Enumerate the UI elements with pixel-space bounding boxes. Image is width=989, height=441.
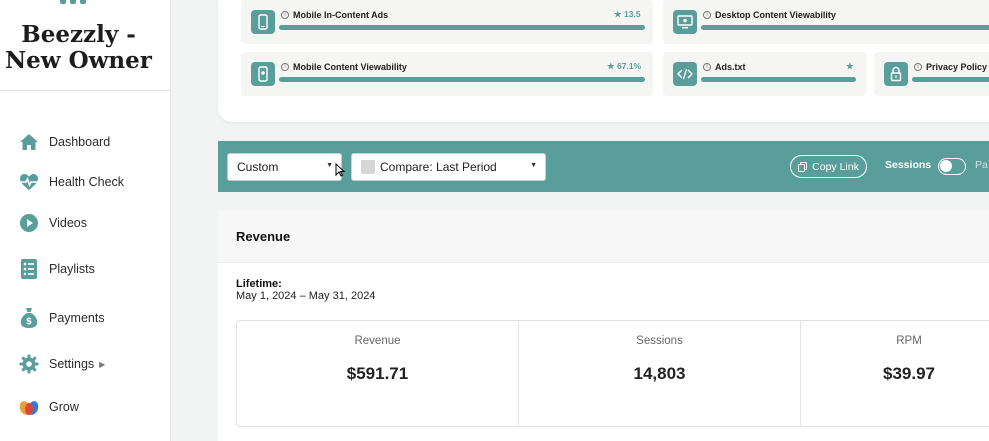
toggle-knob bbox=[940, 160, 952, 172]
lock-icon bbox=[884, 62, 908, 86]
tile-score: ★ 13.5 bbox=[614, 9, 641, 19]
lifetime-label: Lifetime: bbox=[236, 278, 282, 290]
stats-panel: Revenue $591.71 Sessions 14,803 RPM $39.… bbox=[236, 320, 989, 427]
sidebar-item-label: Dashboard bbox=[49, 135, 111, 149]
money-bag-icon: $ bbox=[18, 307, 40, 329]
logo-mark bbox=[60, 0, 90, 4]
score-bar bbox=[701, 77, 856, 82]
color-swatch bbox=[361, 160, 375, 174]
health-tile-mobile-in-content-ads[interactable]: i Mobile In-Content Ads ★ 13.5 bbox=[241, 0, 653, 44]
sidebar-item-dashboard[interactable]: Dashboard bbox=[18, 130, 110, 154]
sidebar-item-payments[interactable]: $ Payments bbox=[18, 306, 105, 330]
sidebar-item-videos[interactable]: Videos bbox=[18, 211, 87, 235]
date-range-text: May 1, 2024 – May 31, 2024 bbox=[236, 290, 376, 302]
dropdown-arrow-icon: ▼ bbox=[326, 162, 333, 169]
sidebar-item-label: Grow bbox=[49, 400, 79, 414]
stat-label: RPM bbox=[896, 335, 922, 347]
sessions-toggle[interactable] bbox=[938, 158, 966, 175]
play-circle-icon bbox=[18, 212, 40, 234]
tile-title: i Mobile In-Content Ads bbox=[281, 10, 388, 20]
star-icon: ★ bbox=[846, 61, 854, 71]
health-tile-ads-txt[interactable]: i Ads.txt ★ bbox=[663, 52, 866, 96]
health-tile-mobile-content-viewability[interactable]: i Mobile Content Viewability ★ 67.1% bbox=[241, 52, 653, 96]
stat-label: Sessions bbox=[636, 335, 683, 347]
tile-title: i Mobile Content Viewability bbox=[281, 62, 407, 72]
tile-score: ★ 67.1% bbox=[607, 61, 642, 71]
desktop-icon bbox=[673, 10, 697, 34]
compare-select[interactable]: Compare: Last Period ▼ bbox=[351, 153, 546, 181]
stat-value: 14,803 bbox=[633, 364, 686, 383]
sidebar-item-label: Settings bbox=[49, 357, 95, 371]
copy-link-button[interactable]: Copy Link bbox=[790, 155, 867, 178]
sidebar-item-health-check[interactable]: Health Check bbox=[18, 170, 124, 194]
revenue-card: Revenue Lifetime: May 1, 2024 – May 31, … bbox=[218, 210, 989, 441]
star-icon: ★ bbox=[607, 61, 615, 71]
score-bar bbox=[279, 25, 645, 30]
score-bar bbox=[701, 25, 989, 30]
chevron-right-icon: ▶ bbox=[99, 359, 106, 369]
stat-label: Revenue bbox=[354, 335, 401, 347]
info-icon: i bbox=[703, 63, 711, 71]
tile-title: i Privacy Policy bbox=[914, 62, 987, 72]
divider bbox=[518, 321, 519, 426]
sidebar: Beezzly - New Owner Dashboard Health Chec… bbox=[0, 0, 171, 441]
divider bbox=[0, 90, 170, 91]
section-title: Revenue bbox=[236, 229, 291, 244]
sidebar-item-settings[interactable]: Settings ▶ bbox=[18, 352, 105, 376]
heartbeat-icon bbox=[18, 171, 40, 193]
info-icon: i bbox=[281, 11, 289, 19]
gear-icon bbox=[18, 353, 40, 375]
sidebar-item-label: Playlists bbox=[49, 262, 95, 276]
score-bar bbox=[912, 77, 989, 82]
revenue-header: Revenue bbox=[218, 210, 989, 263]
brand-title: Beezzly - New Owner bbox=[5, 21, 152, 74]
truncated-toggle-label: Pa bbox=[975, 159, 988, 171]
mobile-eye-icon bbox=[251, 62, 275, 86]
code-icon bbox=[673, 62, 697, 86]
filter-toolbar: Custom ▼ Compare: Last Period ▼ Copy Lin… bbox=[218, 141, 989, 192]
mobile-icon bbox=[251, 10, 275, 34]
list-icon bbox=[18, 258, 40, 280]
mouse-cursor-icon bbox=[335, 163, 345, 177]
svg-text:$: $ bbox=[26, 317, 32, 327]
health-tile-privacy-policy[interactable]: i Privacy Policy bbox=[874, 52, 989, 96]
health-check-card: i Mobile In-Content Ads ★ 13.5 i Desktop C… bbox=[218, 0, 989, 122]
sidebar-item-label: Videos bbox=[49, 216, 87, 230]
grow-icon bbox=[18, 396, 40, 418]
health-tile-desktop-content-viewability[interactable]: i Desktop Content Viewability bbox=[663, 0, 989, 44]
tile-title: i Ads.txt bbox=[703, 62, 746, 72]
home-icon bbox=[18, 131, 40, 153]
stat-value: $39.97 bbox=[883, 364, 935, 383]
stat-sessions: Sessions 14,803 bbox=[519, 321, 800, 426]
stat-value: $591.71 bbox=[346, 364, 409, 383]
stat-revenue: Revenue $591.71 bbox=[237, 321, 518, 426]
info-icon: i bbox=[914, 63, 922, 71]
star-icon: ★ bbox=[614, 9, 622, 19]
score-bar bbox=[279, 77, 645, 82]
dropdown-arrow-icon: ▼ bbox=[530, 162, 537, 169]
sidebar-item-label: Payments bbox=[49, 311, 105, 325]
sessions-toggle-label: Sessions bbox=[885, 159, 932, 171]
date-range-select[interactable]: Custom ▼ bbox=[227, 153, 342, 181]
tile-title: i Desktop Content Viewability bbox=[703, 10, 836, 20]
info-icon: i bbox=[703, 11, 711, 19]
stat-rpm: RPM $39.97 bbox=[801, 321, 989, 426]
sidebar-item-grow[interactable]: Grow bbox=[18, 395, 79, 419]
info-icon: i bbox=[281, 63, 289, 71]
sidebar-item-playlists[interactable]: Playlists bbox=[18, 257, 95, 281]
copy-icon bbox=[798, 161, 808, 172]
sidebar-item-label: Health Check bbox=[49, 175, 125, 189]
divider bbox=[800, 321, 801, 426]
